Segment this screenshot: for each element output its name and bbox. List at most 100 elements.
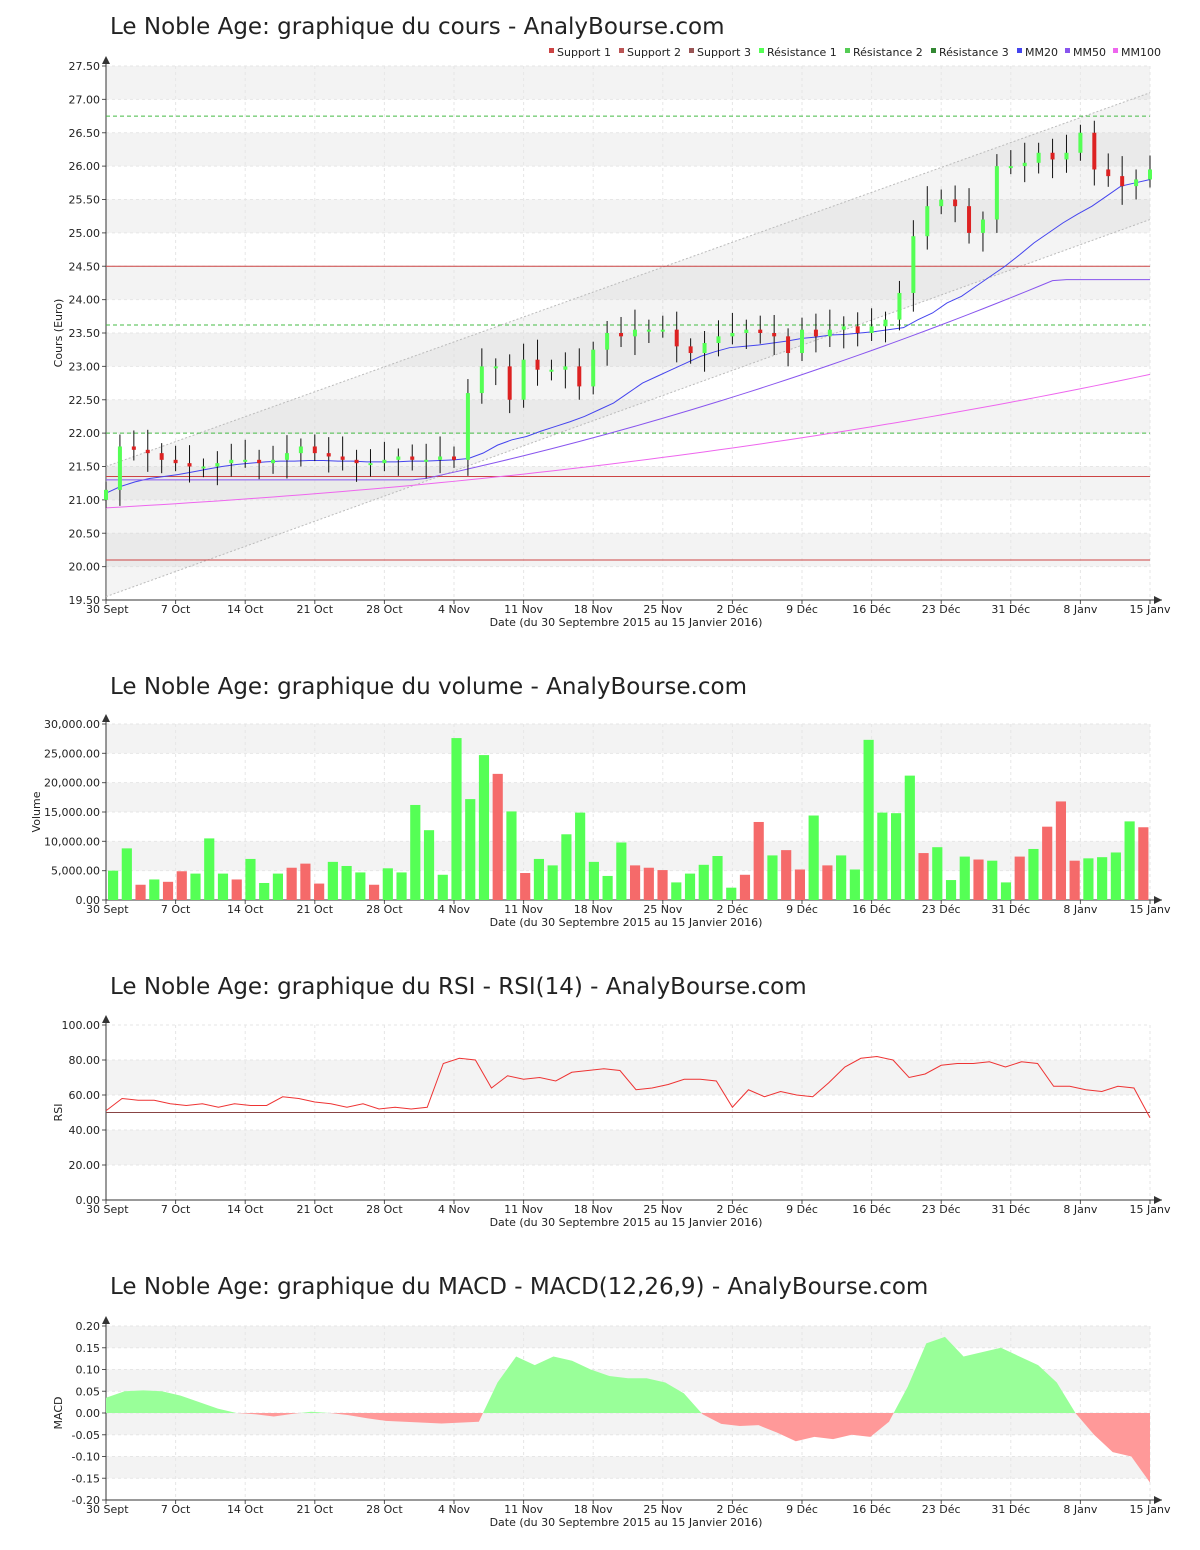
candle-body [243, 459, 248, 462]
legend-label-3: Support 3 [697, 46, 751, 59]
volume-bar [657, 870, 668, 900]
volume-bar [1000, 882, 1012, 900]
y-tick-label: 21.50 [69, 461, 101, 474]
x-tick-label: 18 Nov [574, 1503, 613, 1516]
y-tick-label: 23.00 [69, 360, 101, 373]
x-tick-label: 30 Sept [86, 603, 129, 616]
candle-body [827, 329, 832, 337]
candle-body [563, 366, 568, 370]
chart-title-3: Le Noble Age: graphique du MACD - MACD(1… [110, 1274, 928, 1300]
x-tick-label: 16 Déc [852, 1203, 891, 1216]
candle-body [326, 453, 331, 457]
x-tick-label: 21 Oct [297, 603, 334, 616]
legend-label-8: MM50 [1073, 46, 1106, 59]
x-tick-label: 14 Oct [227, 1503, 264, 1516]
x-axis-label: Date (du 30 Septembre 2015 au 15 Janvier… [490, 1216, 763, 1229]
candle-body [354, 459, 359, 464]
grid-band [106, 199, 1150, 233]
x-tick-label: 8 Janv [1063, 1203, 1097, 1216]
volume-bar [1069, 860, 1080, 900]
x-tick-label: 11 Nov [504, 1203, 543, 1216]
x-axis-arrow [1154, 896, 1162, 904]
x-tick-label: 9 Déc [786, 1203, 818, 1216]
candle-body [869, 326, 874, 333]
trend-upper [105, 92, 1151, 467]
volume-bar [808, 815, 819, 900]
volume-bar [245, 858, 256, 900]
volume-bar [973, 859, 984, 900]
candle-body [758, 329, 763, 333]
y-axis-arrow [102, 714, 110, 722]
x-tick-label: 2 Déc [717, 903, 749, 916]
volume-bar [451, 738, 462, 900]
candle-body [424, 459, 429, 462]
candle-body [730, 333, 735, 337]
volume-bar [492, 773, 503, 900]
legend-label-9: MM100 [1121, 46, 1161, 59]
volume-bar [1124, 821, 1135, 900]
x-tick-label: 2 Déc [717, 1503, 749, 1516]
legend-label-2: Support 2 [627, 46, 681, 59]
candle-body [939, 199, 944, 207]
candle-body [660, 329, 665, 332]
x-tick-label: 11 Nov [504, 603, 543, 616]
x-tick-label: 8 Janv [1063, 1503, 1097, 1516]
y-axis-label: Volume [30, 791, 43, 832]
volume-bar [822, 865, 833, 900]
candle-body [159, 453, 164, 460]
candle-body [1022, 162, 1027, 167]
y-tick-label: 0.00 [76, 1407, 101, 1420]
x-tick-label: 16 Déc [852, 903, 891, 916]
x-tick-label: 18 Nov [574, 603, 613, 616]
y-tick-label: 0.05 [76, 1385, 101, 1398]
x-axis-label: Date (du 30 Septembre 2015 au 15 Janvier… [490, 1516, 763, 1529]
trend-channel [106, 92, 1150, 597]
y-tick-label: 0.00 [76, 894, 101, 907]
candle-body [744, 329, 749, 333]
volume-bar [108, 870, 119, 900]
legend-swatch [689, 48, 694, 53]
volume-bar [1028, 848, 1039, 900]
y-tick-label: -0.20 [72, 1494, 100, 1507]
candle-body [911, 236, 916, 293]
candle-body [1092, 132, 1097, 170]
volume-bar [437, 874, 448, 900]
grid-band [106, 1456, 1150, 1479]
volume-bar [945, 880, 957, 900]
x-axis-label: Date (du 30 Septembre 2015 au 15 Janvier… [490, 916, 763, 929]
volume-bar [726, 887, 737, 900]
x-tick-label: 28 Oct [366, 1203, 403, 1216]
candle-body [883, 319, 888, 327]
volume-bar [327, 861, 338, 900]
volume-bar [423, 830, 435, 900]
y-tick-label: 20,000.00 [44, 777, 100, 790]
mm50-line [106, 279, 1150, 481]
candle-body [577, 366, 582, 387]
y-tick-label: 25.50 [69, 194, 101, 207]
volume-bar [300, 863, 311, 900]
candle-body [674, 329, 679, 347]
volume-bar [355, 872, 366, 900]
volume-bar [259, 882, 270, 900]
volume-bar [1042, 826, 1053, 900]
candle-body [646, 329, 651, 332]
candle-body [786, 336, 791, 354]
x-tick-label: 15 Janv [1130, 1203, 1171, 1216]
y-tick-label: -0.15 [72, 1472, 100, 1485]
mm20-line [105, 178, 1151, 494]
y-axis-label: RSI [52, 1104, 65, 1122]
volume-bar [602, 875, 613, 900]
x-tick-label: 21 Oct [297, 1503, 334, 1516]
x-tick-label: 16 Déc [852, 1503, 891, 1516]
x-tick-label: 25 Nov [643, 603, 682, 616]
volume-bar [149, 879, 160, 900]
x-tick-label: 31 Déc [991, 1203, 1030, 1216]
candle-body [800, 329, 804, 354]
grid-band [106, 1326, 1150, 1348]
volume-bar [314, 883, 325, 900]
candle-body [201, 466, 206, 469]
x-tick-label: 30 Sept [86, 1503, 129, 1516]
volume-bar [698, 864, 709, 900]
grid-band [106, 782, 1150, 812]
y-tick-label: 80.00 [69, 1054, 101, 1067]
